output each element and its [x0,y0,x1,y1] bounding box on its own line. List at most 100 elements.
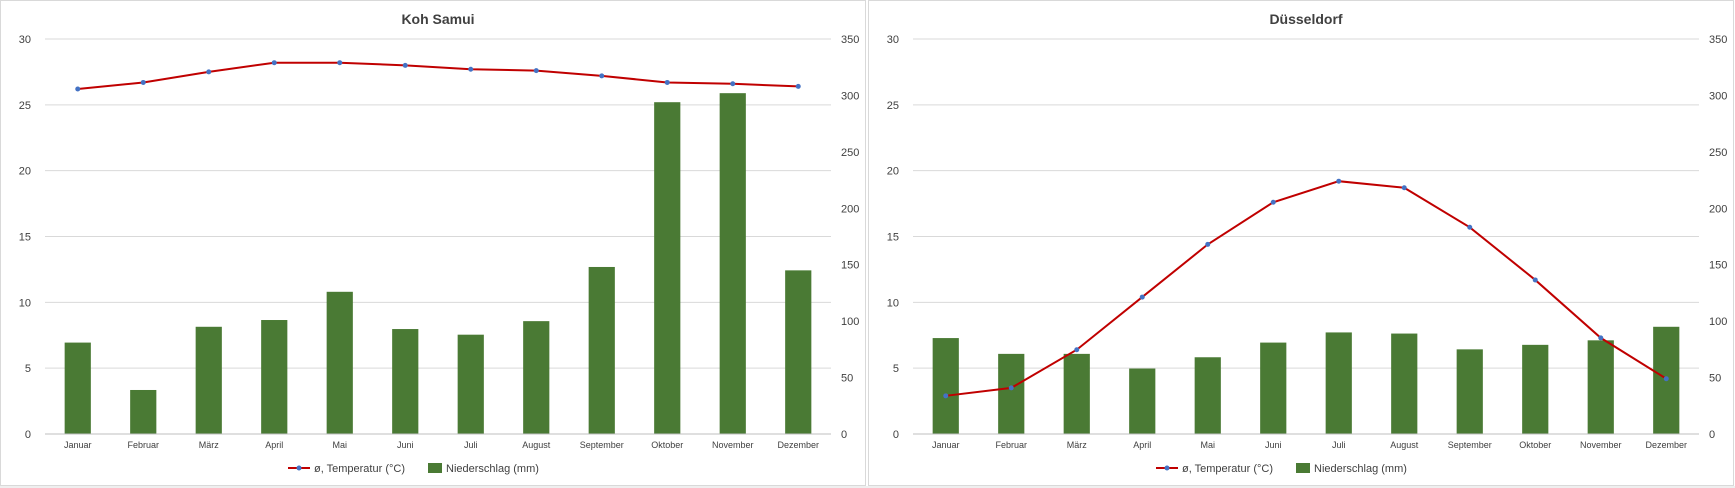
precipitation-bar [1260,342,1287,434]
category-label: Januar [932,440,960,450]
category-label: November [1580,440,1622,450]
category-label: Juli [1332,440,1346,450]
temperature-point [533,68,539,74]
temperature-point [1205,241,1211,247]
precipitation-bar [523,321,550,434]
precipitation-bar [719,93,746,435]
precipitation-bar [64,342,91,434]
left-axis-tick-label: 20 [19,166,31,178]
precipitation-bar [654,102,681,434]
precipitation-bar [588,266,615,434]
chart-svg-koh-samui: Koh Samui0510152025300501001502002503003… [19,11,860,475]
temperature-point [140,79,146,85]
left-axis-tick-label: 5 [25,363,31,375]
category-label: Januar [64,440,92,450]
precipitation-bar [1129,368,1156,434]
left-axis-tick-label: 15 [19,232,31,244]
temperature-point [1139,294,1145,300]
category-label: Juli [464,440,478,450]
right-axis-tick-label: 50 [1709,373,1721,385]
right-axis-tick-label: 250 [1709,147,1727,159]
category-label: Juni [397,440,414,450]
legend-temperature-label: ø, Temperatur (°C) [314,463,405,475]
legend-temperature-marker [296,465,302,471]
legend-precipitation-swatch [1296,463,1310,473]
precipitation-bar [932,338,959,434]
temperature-point [1467,224,1473,230]
category-label: April [1133,440,1151,450]
precipitation-bar [326,291,353,434]
legend-precipitation-label: Niederschlag (mm) [446,463,539,475]
legend-precipitation-swatch [428,463,442,473]
left-axis-tick-label: 30 [887,34,899,46]
category-label: August [1390,440,1419,450]
temperature-point [402,62,408,68]
category-label: März [1067,440,1087,450]
temperature-point [1401,185,1407,191]
temperature-point [599,73,605,79]
legend-temperature-label: ø, Temperatur (°C) [1182,463,1273,475]
category-label: April [265,440,283,450]
category-label: Juni [1265,440,1282,450]
right-axis-tick-label: 250 [841,147,859,159]
left-axis-tick-label: 5 [893,363,899,375]
category-label: November [712,440,754,450]
bottom-rule [0,486,1735,488]
temperature-point [943,393,949,399]
chart-koh-samui: Koh Samui 0 5 10 15 20 25 30 0 50 100 150 200 250 300 3… [0,0,866,486]
temperature-point [1270,199,1276,205]
chart-duesseldorf: Düsseldorf 0 5 10 15 20 25 30 0 50 100 150 200 250 300… [868,0,1734,486]
precipitation-bar [457,334,484,434]
left-axis-tick-label: 10 [887,297,899,309]
temperature-point [271,60,277,66]
temperature-point [337,60,343,66]
precipitation-bar [1194,357,1221,434]
precipitation-bar [130,389,157,434]
right-axis-tick-label: 50 [841,373,853,385]
right-axis-tick-label: 100 [1709,316,1727,328]
precipitation-bar [998,353,1025,434]
category-label: Oktober [651,440,683,450]
left-axis-tick-label: 25 [887,100,899,112]
right-axis-tick-label: 100 [841,316,859,328]
temperature-point [664,79,670,85]
precipitation-bar [785,270,812,434]
temperature-point [1336,178,1342,184]
category-label: Dezember [777,440,819,450]
precipitation-bar [195,326,222,434]
precipitation-bar [1325,332,1352,434]
temperature-point [795,83,801,89]
left-axis-tick-label: 25 [19,100,31,112]
temperature-point [468,66,474,72]
temperature-line [945,180,1667,397]
left-axis-tick-label: 30 [19,34,31,46]
temperature-point [1532,277,1538,283]
precipitation-bar [392,329,419,434]
right-axis-tick-label: 300 [841,90,859,102]
precipitation-bar [1522,344,1549,434]
category-label: August [522,440,551,450]
right-axis-tick-label: 0 [841,429,847,441]
chart-svg-duesseldorf: Düsseldorf051015202530050100150200250300… [887,11,1728,475]
right-axis-tick-label: 0 [1709,429,1715,441]
chart-title: Koh Samui [401,11,474,27]
temperature-point [1663,376,1669,382]
left-axis-tick-label: 20 [887,166,899,178]
category-label: September [580,440,624,450]
temperature-line [77,61,799,91]
left-axis-tick-label: 0 [25,429,31,441]
temperature-point [206,69,212,75]
category-label: Februar [127,440,159,450]
precipitation-bar [1587,340,1614,434]
right-axis-tick-label: 150 [1709,260,1727,272]
category-label: Februar [995,440,1027,450]
right-axis-tick-label: 300 [1709,90,1727,102]
precipitation-bar [261,320,288,434]
legend-temperature-marker [1164,465,1170,471]
temperature-point [75,86,81,92]
right-axis-tick-label: 150 [841,260,859,272]
right-axis-tick-label: 200 [841,203,859,215]
temperature-point [730,81,736,87]
category-label: September [1448,440,1492,450]
chart-title: Düsseldorf [1269,11,1342,27]
